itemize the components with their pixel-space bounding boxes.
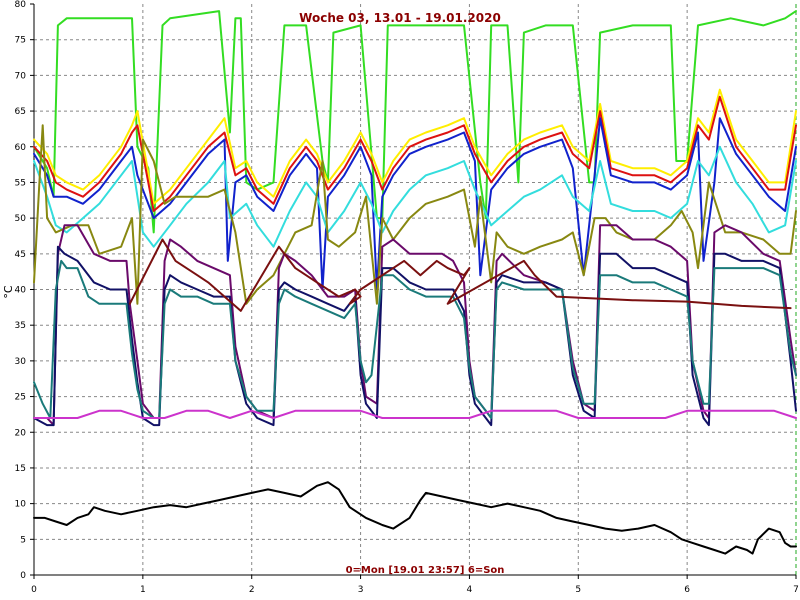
series-line [33,124,797,305]
series-line [128,238,792,312]
series-line [33,145,797,248]
y-axis-label: °C [2,285,15,299]
y-tick-label: 75 [15,36,26,46]
y-tick-label: 40 [15,286,27,296]
series-line [33,88,797,205]
x-tick-label: 3 [358,585,364,595]
series-layer [33,10,797,555]
y-tick-label: 55 [15,178,26,188]
x-tick-label: 4 [467,585,473,595]
series-line [33,409,797,419]
y-tick-label: 70 [15,71,27,81]
grid [34,4,797,575]
y-tick-label: 35 [15,321,26,331]
x-tick-label: 1 [140,585,146,595]
y-tick-label: 50 [15,214,27,224]
y-tick-labels: 0 5 10 15 20 25 30 35 40 45 50 55 60 65 70 75 80 [15,0,27,581]
y-tick-label: 80 [15,0,27,10]
y-tick-label: 15 [15,464,26,474]
y-tick-label: 0 [20,571,26,581]
series-line [33,245,797,427]
y-tick-label: 60 [15,143,27,153]
x-tick-labels: 0 1 2 3 4 5 6 7 [31,585,799,595]
y-tick-label: 45 [15,250,26,260]
y-tick-label: 20 [15,428,27,438]
series-line [33,224,797,427]
y-tick-label: 25 [15,393,26,403]
x-tick-label: 0 [31,585,37,595]
chart-title: Woche 03, 13.01 - 19.01.2020 [299,11,501,25]
series-line [33,95,797,212]
x-tick-label: 7 [793,585,799,595]
axes [30,3,797,579]
chart-footer: 0=Mon [19.01 23:57] 6=Son [346,565,505,576]
y-tick-label: 5 [20,535,26,545]
x-tick-label: 5 [575,585,581,595]
y-tick-label: 65 [15,107,26,117]
x-tick-label: 6 [684,585,690,595]
y-tick-label: 10 [15,500,27,510]
x-tick-label: 2 [249,585,255,595]
series-line [33,259,797,419]
series-line [33,481,797,555]
y-tick-label: 30 [15,357,27,367]
series-line [33,117,797,291]
